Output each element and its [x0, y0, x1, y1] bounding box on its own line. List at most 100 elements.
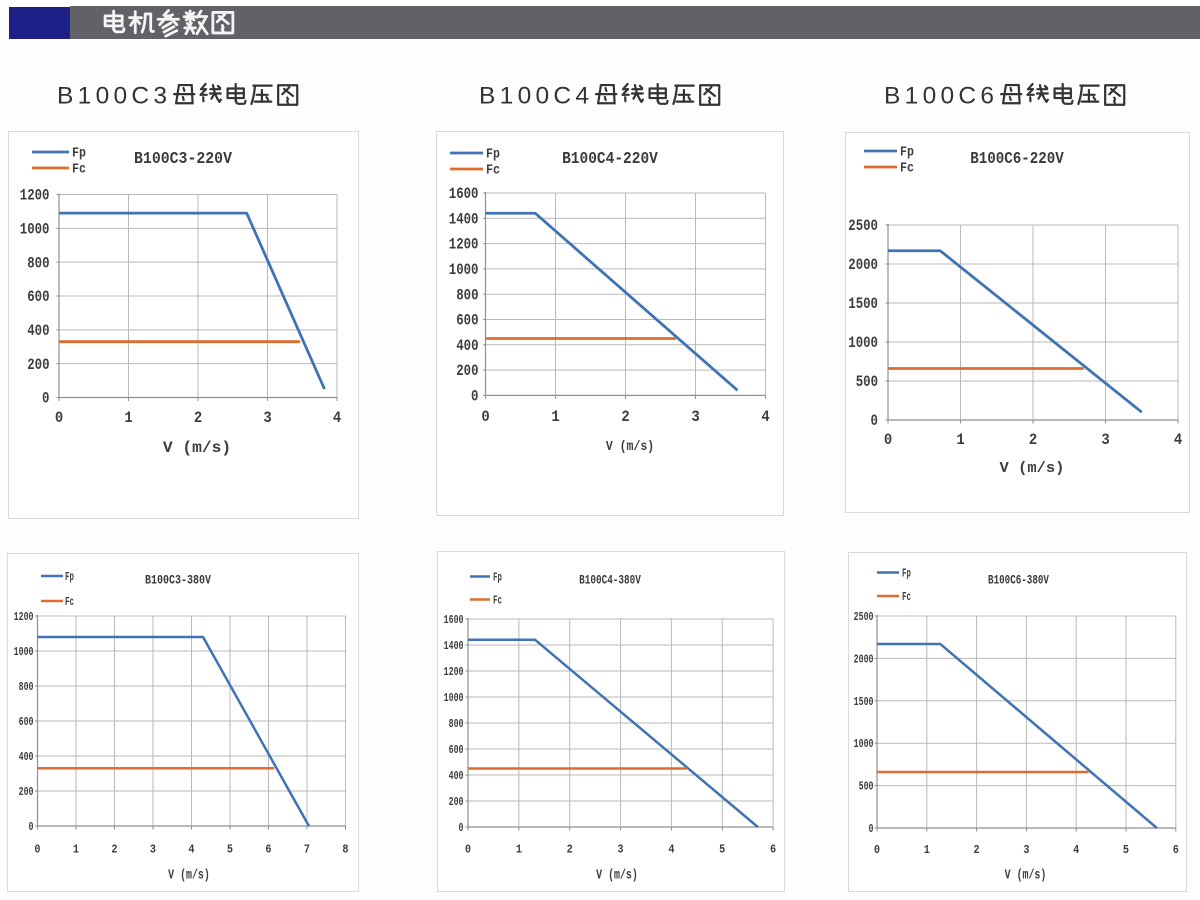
- svg-text:Fc: Fc: [65, 595, 74, 608]
- svg-text:Fp: Fp: [900, 145, 914, 160]
- svg-text:6: 6: [770, 844, 776, 857]
- svg-text:600: 600: [449, 744, 464, 758]
- svg-text:0: 0: [471, 388, 478, 406]
- svg-text:4: 4: [188, 844, 194, 857]
- svg-text:1500: 1500: [848, 296, 878, 314]
- svg-text:0: 0: [869, 823, 874, 837]
- svg-text:0: 0: [42, 390, 49, 408]
- svg-text:2: 2: [974, 844, 980, 857]
- svg-text:500: 500: [859, 780, 874, 794]
- svg-text:0: 0: [465, 844, 471, 857]
- svg-text:0: 0: [871, 413, 878, 431]
- svg-text:B100C4: B100C4: [479, 83, 593, 110]
- svg-text:2500: 2500: [848, 218, 878, 236]
- svg-text:2500: 2500: [854, 611, 874, 625]
- svg-text:4: 4: [1174, 432, 1183, 449]
- svg-text:1: 1: [73, 844, 79, 857]
- svg-text:1600: 1600: [449, 186, 479, 204]
- svg-text:Fc: Fc: [72, 162, 86, 177]
- svg-text:200: 200: [456, 363, 478, 381]
- svg-text:1200: 1200: [14, 611, 34, 625]
- svg-text:1: 1: [516, 844, 522, 857]
- svg-text:B100C4-380V: B100C4-380V: [579, 574, 641, 588]
- svg-text:1600: 1600: [444, 614, 464, 628]
- svg-text:600: 600: [19, 716, 34, 730]
- svg-text:B100C6-380V: B100C6-380V: [988, 574, 1049, 588]
- svg-text:B100C6: B100C6: [884, 83, 998, 110]
- svg-text:Fp: Fp: [65, 570, 74, 583]
- svg-text:5: 5: [227, 844, 233, 857]
- svg-text:V (m/s): V (m/s): [163, 439, 231, 457]
- svg-text:2: 2: [1029, 432, 1037, 449]
- svg-text:1: 1: [924, 844, 930, 857]
- svg-text:V (m/s): V (m/s): [1000, 459, 1065, 477]
- svg-text:Fc: Fc: [486, 163, 500, 178]
- svg-text:3: 3: [263, 410, 272, 427]
- svg-text:1: 1: [956, 432, 965, 449]
- svg-text:1000: 1000: [848, 335, 878, 353]
- svg-text:0: 0: [34, 844, 40, 857]
- svg-text:400: 400: [27, 323, 49, 341]
- svg-text:1000: 1000: [20, 221, 50, 239]
- svg-text:4: 4: [761, 409, 770, 426]
- svg-text:3: 3: [1101, 432, 1110, 449]
- svg-text:7: 7: [304, 844, 310, 857]
- svg-text:B100C3-220V: B100C3-220V: [134, 149, 233, 168]
- svg-text:0: 0: [884, 432, 892, 449]
- svg-text:V (m/s): V (m/s): [596, 867, 638, 883]
- svg-text:4: 4: [333, 410, 342, 427]
- svg-text:2: 2: [194, 410, 202, 427]
- svg-text:200: 200: [19, 786, 34, 800]
- svg-text:Fc: Fc: [900, 161, 914, 176]
- svg-text:1200: 1200: [20, 187, 50, 205]
- svg-text:Fp: Fp: [72, 146, 86, 161]
- svg-text:4: 4: [1073, 844, 1079, 857]
- svg-text:1500: 1500: [854, 695, 874, 709]
- svg-text:1400: 1400: [449, 211, 479, 229]
- svg-text:Fp: Fp: [493, 571, 502, 584]
- svg-text:1: 1: [124, 410, 133, 427]
- svg-text:200: 200: [449, 796, 464, 810]
- svg-text:6: 6: [1173, 844, 1179, 857]
- svg-text:3: 3: [150, 844, 156, 857]
- svg-text:400: 400: [456, 338, 478, 356]
- svg-text:600: 600: [27, 289, 49, 307]
- svg-text:0: 0: [29, 821, 34, 835]
- svg-text:1000: 1000: [449, 262, 479, 280]
- svg-text:0: 0: [874, 844, 880, 857]
- svg-text:3: 3: [1023, 844, 1029, 857]
- svg-text:600: 600: [456, 312, 478, 330]
- svg-text:Fc: Fc: [902, 590, 911, 603]
- svg-text:2000: 2000: [854, 653, 874, 667]
- svg-text:Fc: Fc: [493, 594, 502, 607]
- svg-text:V (m/s): V (m/s): [606, 438, 654, 454]
- svg-text:400: 400: [19, 751, 34, 765]
- svg-text:800: 800: [27, 255, 49, 273]
- svg-text:2: 2: [111, 844, 117, 857]
- svg-text:2: 2: [567, 844, 573, 857]
- svg-text:1000: 1000: [444, 692, 464, 706]
- svg-text:6: 6: [265, 844, 271, 857]
- svg-text:Fp: Fp: [902, 567, 911, 580]
- svg-text:B100C6-220V: B100C6-220V: [970, 149, 1064, 168]
- svg-text:4: 4: [668, 844, 674, 857]
- svg-text:1000: 1000: [14, 646, 34, 660]
- svg-text:0: 0: [459, 822, 464, 836]
- svg-text:5: 5: [1123, 844, 1129, 857]
- svg-text:B100C4-220V: B100C4-220V: [562, 149, 658, 168]
- svg-text:800: 800: [456, 287, 478, 305]
- svg-text:1400: 1400: [444, 640, 464, 654]
- svg-text:800: 800: [19, 681, 34, 695]
- svg-text:200: 200: [27, 357, 49, 375]
- svg-text:1: 1: [551, 409, 560, 426]
- svg-text:V (m/s): V (m/s): [168, 867, 210, 883]
- svg-text:8: 8: [342, 844, 348, 857]
- svg-text:1200: 1200: [449, 237, 479, 255]
- svg-text:800: 800: [449, 718, 464, 732]
- svg-text:5: 5: [719, 844, 725, 857]
- svg-text:2: 2: [621, 409, 629, 426]
- svg-text:0: 0: [481, 409, 489, 426]
- svg-text:0: 0: [55, 410, 63, 427]
- svg-text:400: 400: [449, 770, 464, 784]
- svg-text:B100C3: B100C3: [57, 83, 171, 110]
